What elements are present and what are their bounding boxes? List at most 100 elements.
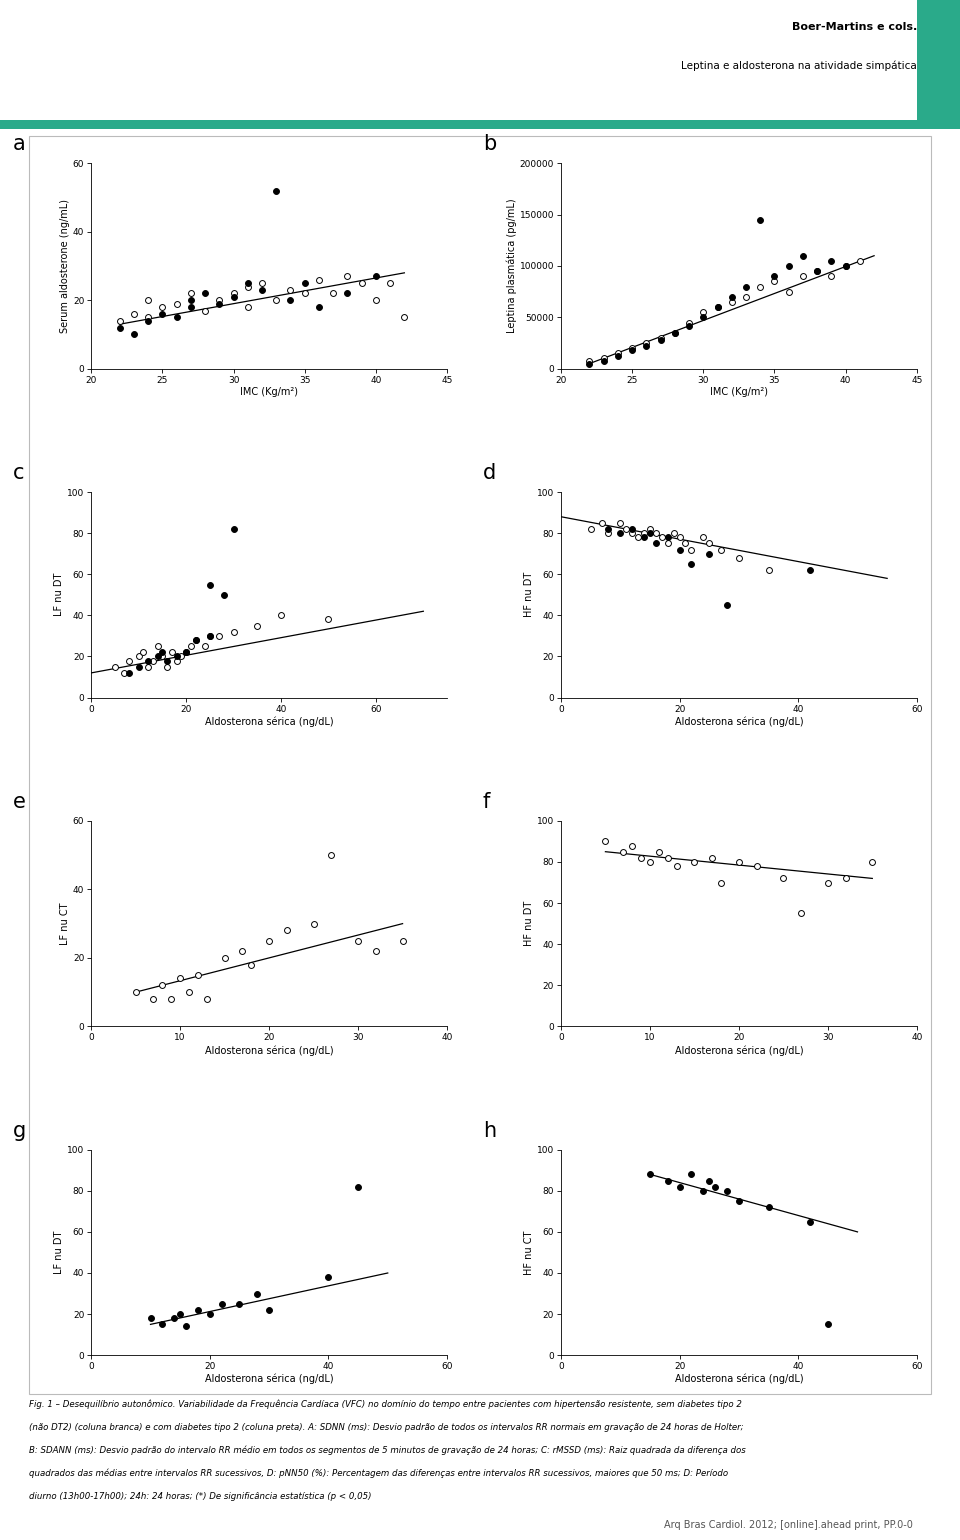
Point [852,248,868,273]
Point [824,248,839,273]
Text: c: c [12,464,24,484]
Point [159,648,175,673]
Point [738,285,754,310]
Point [624,833,639,858]
Point [203,624,218,648]
Point [340,263,355,288]
Point [634,845,649,870]
Point [824,263,839,288]
Point [709,294,725,319]
Point [761,1195,777,1220]
Point [396,305,412,330]
Point [653,325,668,350]
Text: h: h [483,1121,495,1141]
X-axis label: Aldosterona sérica (ng/dL): Aldosterona sérica (ng/dL) [204,1046,333,1055]
Point [181,979,197,1004]
Point [713,870,729,895]
Point [269,179,284,203]
Point [143,1306,158,1331]
Point [382,271,397,296]
Point [198,282,213,306]
Point [809,259,825,283]
Point [761,557,777,582]
Point [108,654,123,679]
Point [369,939,384,964]
Point [169,644,184,668]
Point [624,517,639,542]
Point [321,607,336,631]
Point [648,531,663,556]
Point [140,305,156,330]
Point [601,517,616,542]
Point [369,263,384,288]
Y-axis label: HF nu DT: HF nu DT [524,901,534,946]
Y-axis label: HF nu DT: HF nu DT [524,573,534,618]
Point [732,1189,747,1214]
Point [216,582,231,607]
Point [203,624,218,648]
Point [684,551,699,576]
Point [865,850,880,875]
Text: Arq Bras Cardiol. 2012; [online].ahead print, PP.0-0: Arq Bras Cardiol. 2012; [online].ahead p… [664,1520,913,1529]
Point [155,1312,170,1337]
Point [713,537,729,562]
Point [146,987,161,1012]
Point [660,1169,676,1194]
Point [803,1209,818,1234]
Point [803,557,818,582]
Point [166,1306,181,1331]
Text: e: e [12,792,26,812]
Y-axis label: Serum aldosterone (ng/mL): Serum aldosterone (ng/mL) [60,199,70,333]
Point [395,929,410,953]
Point [638,334,654,359]
Point [140,288,156,313]
Point [173,1301,188,1326]
Point [642,1163,658,1187]
Point [636,525,652,550]
Point [820,870,835,895]
Point [340,282,355,306]
Point [203,1301,218,1326]
Point [583,517,598,542]
Point [112,308,128,333]
Point [582,351,597,376]
Point [612,511,628,536]
Point [582,348,597,373]
Point [254,277,270,302]
Point [795,263,810,288]
Point [211,291,227,316]
Point [155,641,170,665]
Point [235,939,251,964]
Point [311,294,326,319]
Point [169,305,184,330]
Point [126,302,141,326]
Text: diurno (13h00-17h00); 24h: 24 horas; (*) De significância estatística (p < 0,05): diurno (13h00-17h00); 24h: 24 horas; (*)… [29,1492,372,1500]
Point [672,537,687,562]
Point [809,259,825,283]
Point [838,865,853,890]
Point [696,525,711,550]
Point [140,654,156,679]
Point [624,336,639,360]
Point [667,320,683,345]
Point [624,521,639,545]
Text: f: f [483,792,490,812]
Text: B: SDANN (ms): Desvio padrão do intervalo RR médio em todos os segmentos de 5 mi: B: SDANN (ms): Desvio padrão do interval… [29,1446,746,1455]
Point [128,979,143,1004]
Point [631,525,646,550]
Point [240,274,255,299]
Point [660,531,676,556]
Point [183,634,199,659]
Point [244,952,259,976]
Point [794,901,809,926]
Point [269,288,284,313]
Point [131,654,146,679]
Point [667,320,683,345]
Point [226,517,241,542]
Text: Fig. 1 – Desequilíbrio autonômico. Variabilidade da Frequência Cardíaca (VFC) no: Fig. 1 – Desequilíbrio autonômico. Varia… [29,1400,742,1409]
Point [183,288,199,313]
Point [122,648,137,673]
Point [190,962,205,987]
Point [682,313,697,337]
Y-axis label: LF nu DT: LF nu DT [54,573,64,616]
